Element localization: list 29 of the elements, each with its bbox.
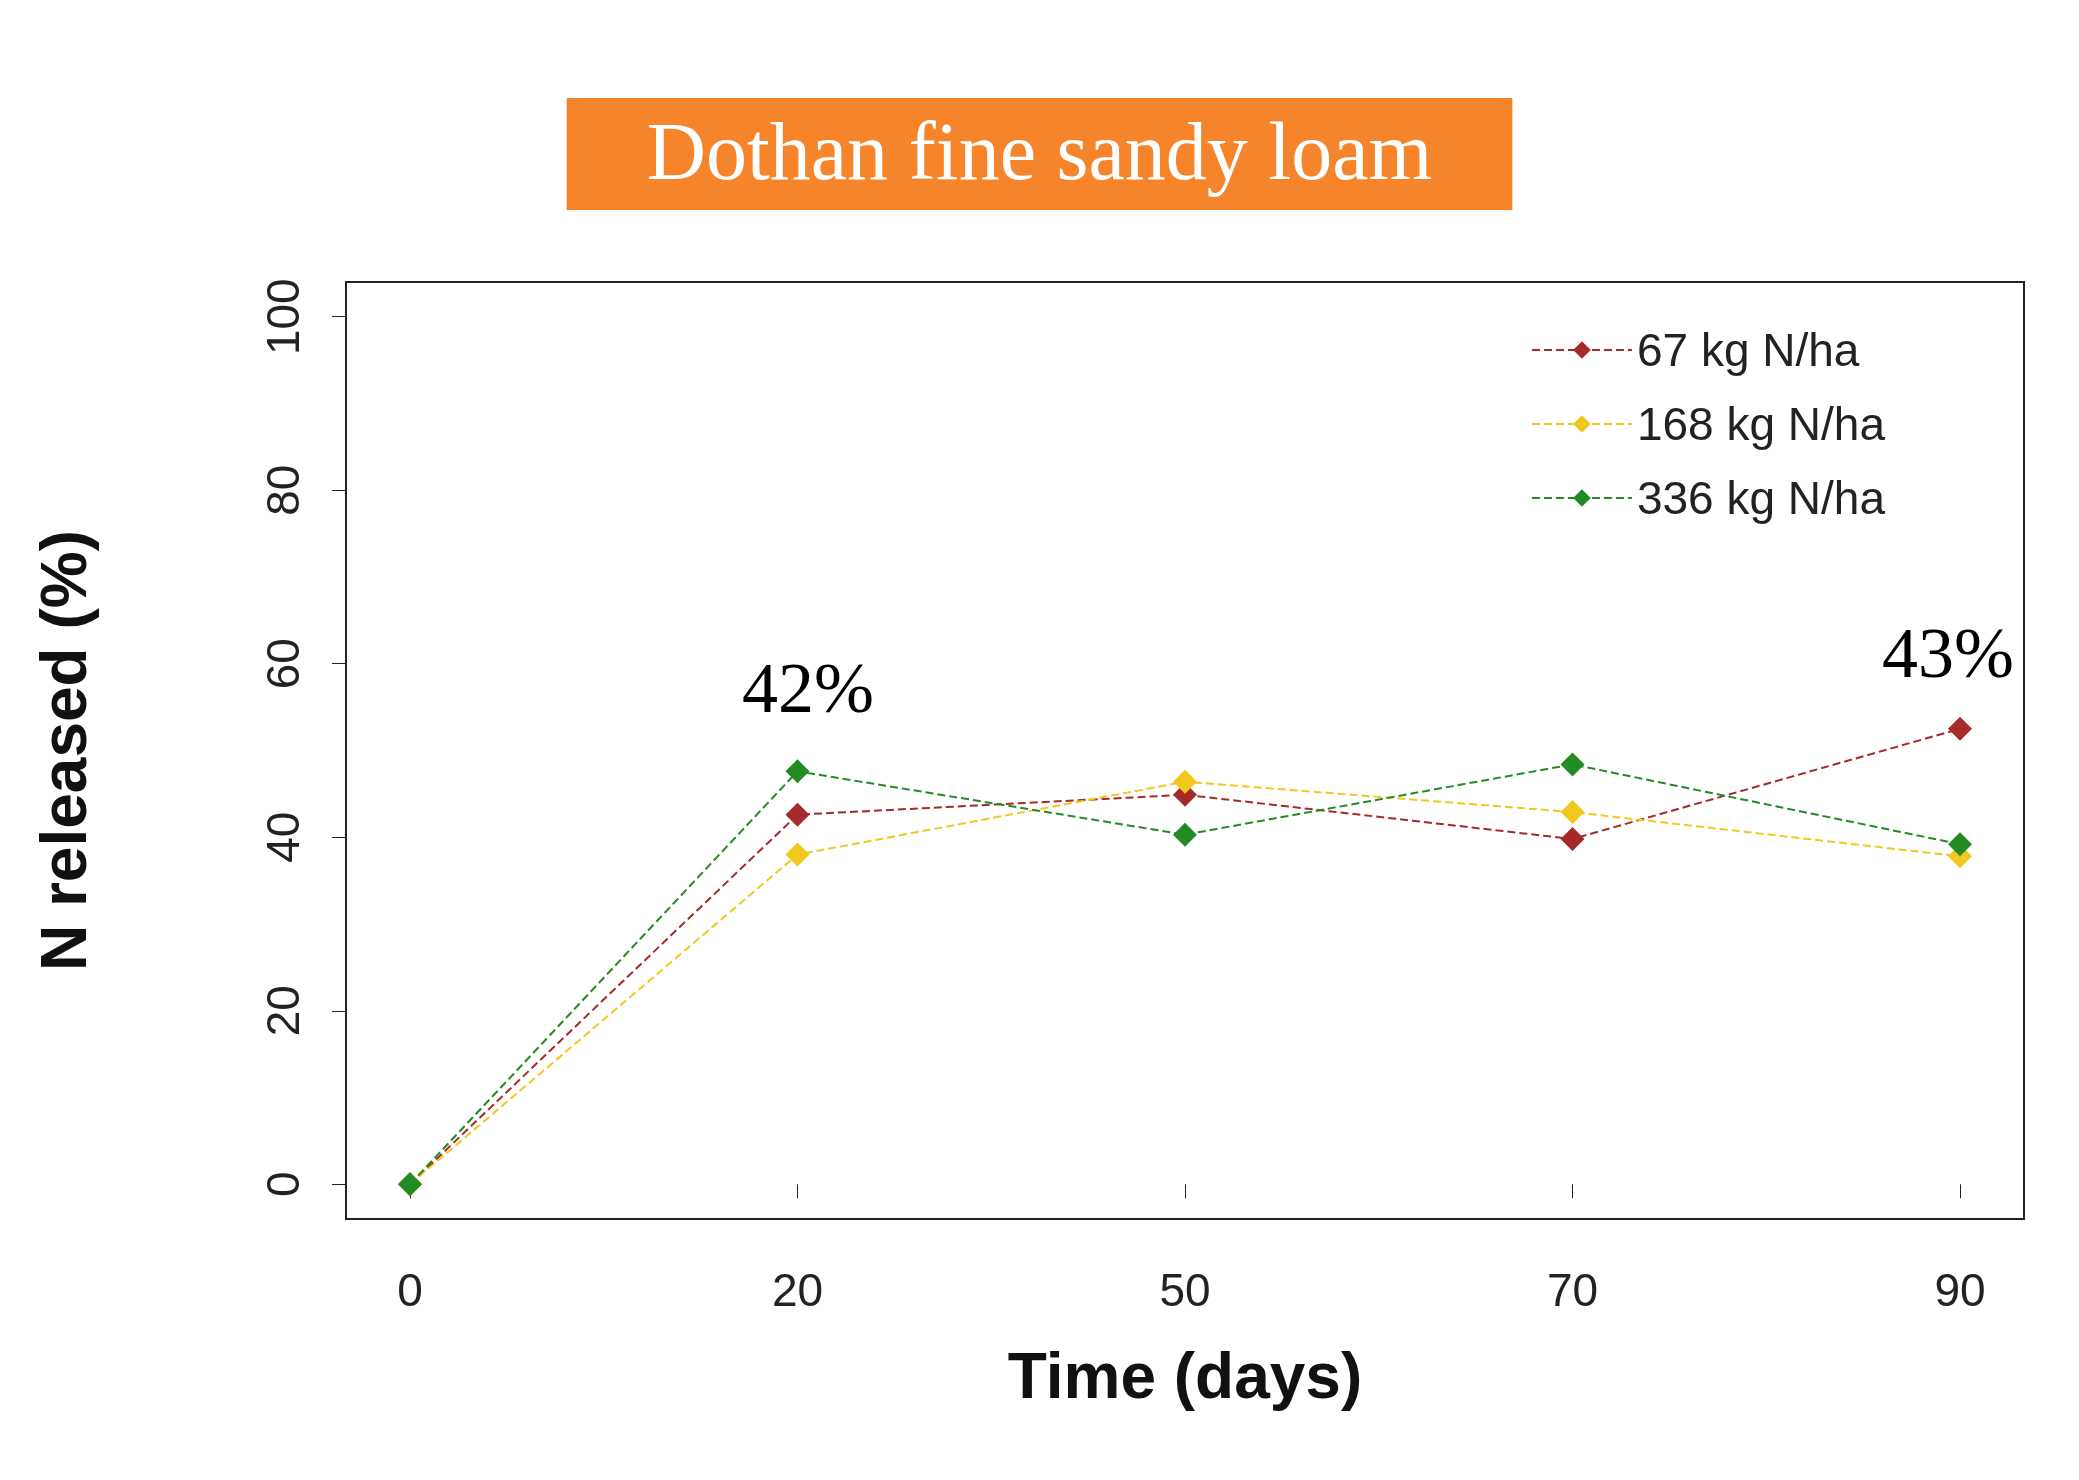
- point: [785, 759, 810, 784]
- point: [1948, 832, 1972, 857]
- x-tick-label: 50: [1159, 1264, 1211, 1316]
- y-axis-title: N released (%): [28, 529, 100, 972]
- chart-title: Dothan fine sandy loam: [646, 105, 1433, 197]
- x-axis-title: Time (days): [1007, 1340, 1363, 1412]
- point: [1948, 716, 1972, 741]
- legend-label: 67 kg N/ha: [1636, 324, 1860, 376]
- annotation: 43%: [1882, 613, 2014, 693]
- point: [1560, 826, 1585, 851]
- point: [1560, 752, 1585, 777]
- y-tick-label: 0: [257, 1171, 309, 1198]
- y-tick-label: 60: [257, 638, 309, 690]
- point: [1173, 769, 1197, 794]
- x-tick-label: 0: [397, 1264, 423, 1316]
- y-tick-label: 100: [257, 278, 309, 356]
- annotation: 42%: [742, 648, 874, 728]
- point: [785, 842, 810, 867]
- legend-label: 168 kg N/ha: [1636, 398, 1886, 450]
- point: [1560, 800, 1585, 825]
- y-tick-label: 20: [257, 985, 309, 1037]
- x-tick-label: 20: [771, 1264, 824, 1316]
- x-tick-label: 70: [1546, 1264, 1599, 1316]
- point: [785, 802, 810, 827]
- x-tick-label: 90: [1934, 1264, 1986, 1316]
- legend-label: 336 kg N/ha: [1636, 472, 1886, 524]
- point: [1173, 822, 1197, 847]
- y-tick-label: 80: [257, 464, 309, 516]
- y-tick-label: 40: [257, 811, 309, 863]
